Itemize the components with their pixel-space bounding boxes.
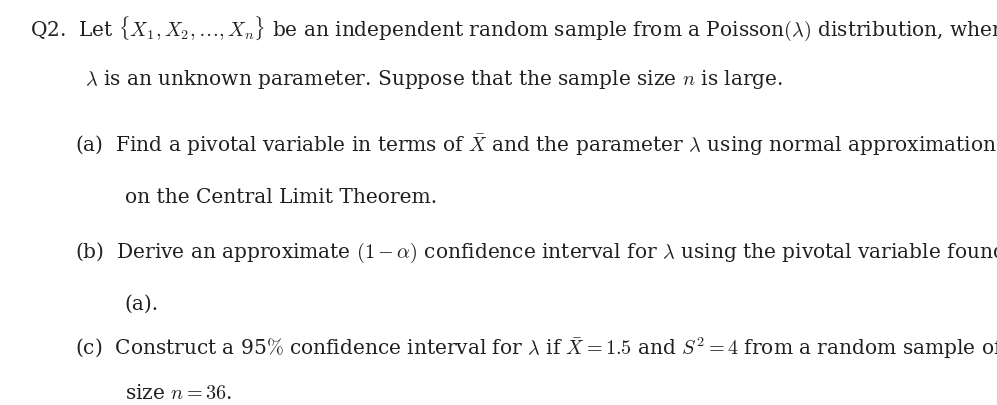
Text: (a)  Find a pivotal variable in terms of $\bar{X}$ and the parameter $\lambda$ u: (a) Find a pivotal variable in terms of … — [75, 133, 997, 158]
Text: (c)  Construct a 95$\%$ confidence interval for $\lambda$ if $\bar{X} = 1.5$ and: (c) Construct a 95$\%$ confidence interv… — [75, 336, 997, 361]
Text: size $n = 36$.: size $n = 36$. — [125, 384, 231, 403]
Text: $\lambda$ is an unknown parameter. Suppose that the sample size $n$ is large.: $\lambda$ is an unknown parameter. Suppo… — [85, 68, 783, 91]
Text: on the Central Limit Theorem.: on the Central Limit Theorem. — [125, 188, 437, 207]
Text: (a).: (a). — [125, 295, 159, 314]
Text: (b)  Derive an approximate $(1-\alpha)$ confidence interval for $\lambda$ using : (b) Derive an approximate $(1-\alpha)$ c… — [75, 241, 997, 265]
Text: Q2.  Let $\{X_1, X_2, \ldots, X_n\}$ be an independent random sample from a Pois: Q2. Let $\{X_1, X_2, \ldots, X_n\}$ be a… — [30, 14, 997, 43]
